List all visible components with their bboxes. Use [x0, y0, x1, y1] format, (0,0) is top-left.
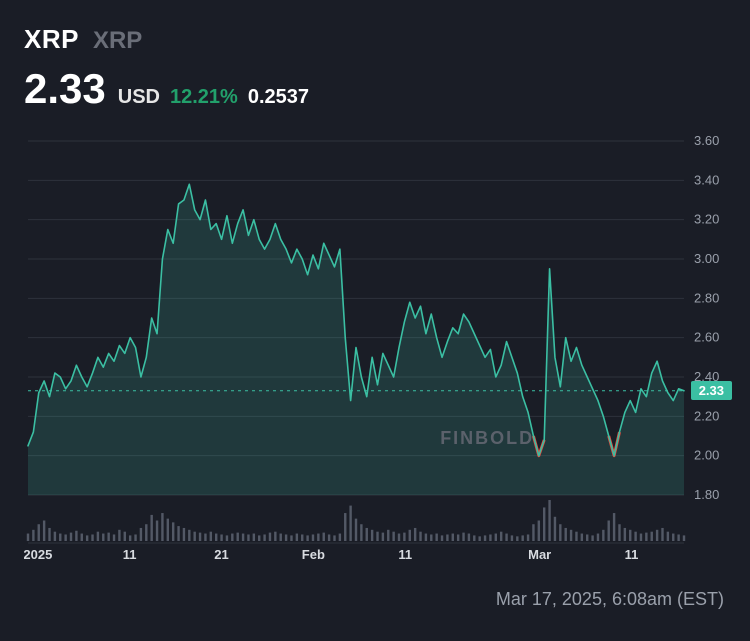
svg-text:3.20: 3.20 [694, 212, 719, 227]
current-price-badge: 2.33 [691, 381, 732, 400]
currency-label: USD [118, 86, 160, 109]
svg-text:2.80: 2.80 [694, 290, 719, 305]
price-chart[interactable]: 1.802.002.202.402.602.803.003.203.403.60… [24, 135, 732, 575]
svg-text:2.60: 2.60 [694, 330, 719, 345]
svg-text:3.60: 3.60 [694, 135, 719, 148]
timestamp-label: Mar 17, 2025, 6:08am (EST) [24, 589, 732, 610]
svg-text:FINBOLD: FINBOLD [440, 428, 534, 448]
symbol-primary: XRP [24, 24, 79, 55]
svg-text:3.00: 3.00 [694, 251, 719, 266]
svg-text:2025: 2025 [24, 547, 52, 562]
header-symbols: XRP XRP [24, 24, 732, 55]
svg-text:11: 11 [625, 547, 639, 562]
price-value: 2.33 [24, 65, 106, 113]
svg-text:2.00: 2.00 [694, 448, 719, 463]
svg-text:2.20: 2.20 [694, 408, 719, 423]
svg-text:Mar: Mar [528, 547, 551, 562]
svg-text:Feb: Feb [302, 547, 325, 562]
svg-text:11: 11 [398, 547, 412, 562]
absolute-change: 0.2537 [248, 86, 309, 109]
svg-text:11: 11 [123, 547, 137, 562]
percent-change: 12.21% [170, 86, 238, 109]
header-price: 2.33 USD 12.21% 0.2537 [24, 65, 732, 113]
svg-text:3.40: 3.40 [694, 172, 719, 187]
svg-text:1.80: 1.80 [694, 487, 719, 502]
svg-text:21: 21 [214, 547, 228, 562]
symbol-secondary: XRP [93, 27, 142, 55]
